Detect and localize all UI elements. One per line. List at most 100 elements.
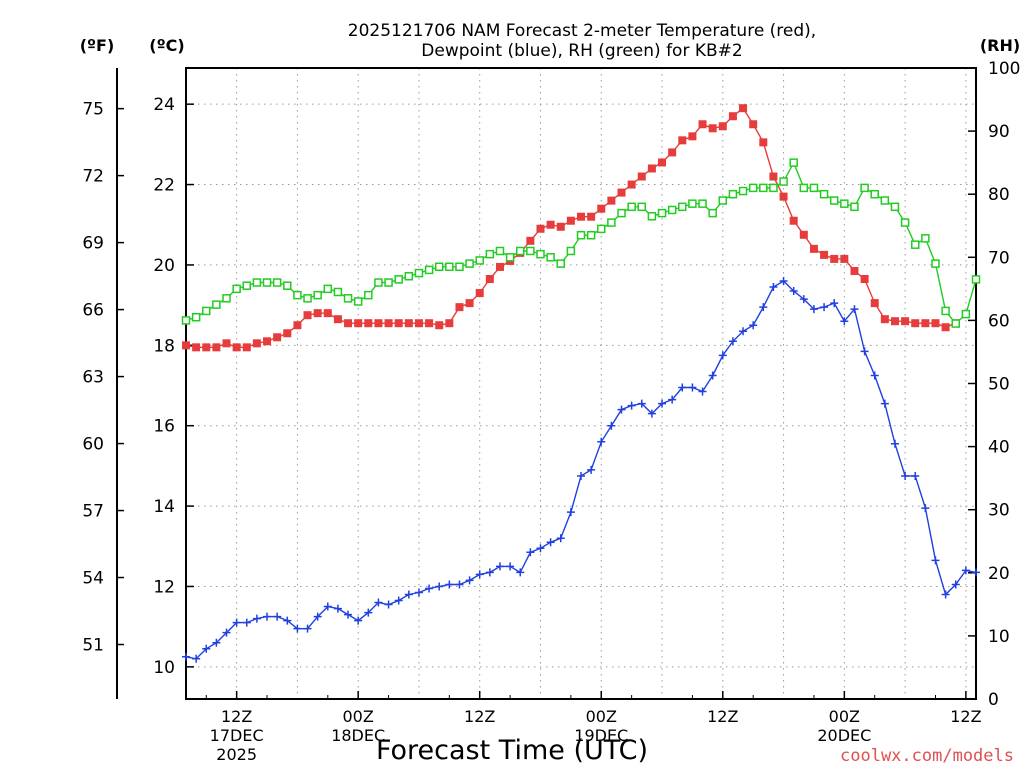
rh-tick-label: 70 bbox=[988, 248, 1010, 268]
rh-point bbox=[333, 287, 343, 297]
temperature-point bbox=[404, 319, 413, 328]
rh-point bbox=[597, 224, 606, 234]
temperature-point bbox=[566, 216, 575, 225]
series-line-dewpoint bbox=[185, 280, 977, 660]
dewpoint-point bbox=[901, 471, 910, 480]
rh-point bbox=[212, 300, 221, 309]
series-dewpoint bbox=[182, 277, 980, 663]
dewpoint-point bbox=[860, 347, 869, 356]
rh-point bbox=[678, 202, 687, 212]
dewpoint-point bbox=[182, 652, 190, 661]
rh-point bbox=[900, 218, 910, 227]
temperature-point bbox=[587, 212, 596, 221]
x-tick-year: 2025 bbox=[216, 745, 257, 764]
celsius-axis: 10 12 14 16 18 20 22 24 bbox=[153, 95, 194, 678]
rh-point bbox=[931, 259, 940, 268]
dewpoint-point bbox=[799, 295, 808, 304]
dewpoint-point bbox=[425, 584, 434, 593]
dewpoint-point bbox=[445, 580, 454, 589]
rh-point bbox=[829, 196, 839, 205]
rh-point bbox=[384, 278, 393, 287]
dewpoint-point bbox=[627, 401, 636, 410]
temperature-point bbox=[789, 216, 798, 225]
dewpoint-point bbox=[222, 628, 231, 637]
dewpoint-point bbox=[647, 409, 656, 418]
rh-point bbox=[637, 202, 647, 212]
rh-point bbox=[698, 199, 707, 208]
rh-point bbox=[870, 189, 879, 199]
x-tick-date: 20DEC bbox=[817, 726, 871, 745]
dewpoint-point bbox=[212, 638, 221, 647]
dewpoint-point bbox=[739, 327, 748, 336]
temperature-point bbox=[344, 319, 353, 328]
temperature-point bbox=[374, 319, 383, 328]
temperature-point bbox=[880, 315, 889, 324]
dewpoint-point bbox=[536, 544, 545, 553]
chart-title-line2: Dewpoint (blue), RH (green) for KB#2 bbox=[421, 41, 742, 61]
rh-point bbox=[536, 249, 545, 259]
temperature-point bbox=[840, 254, 849, 263]
rh-tick-label: 10 bbox=[988, 627, 1010, 647]
rh-point bbox=[191, 312, 201, 322]
dewpoint-point bbox=[779, 277, 788, 286]
rh-point bbox=[526, 246, 535, 256]
rh-point bbox=[242, 281, 252, 290]
rh-axis: 0 10 20 30 40 50 60 70 80 90 100 bbox=[968, 59, 1020, 710]
x-tick-label: 12Z bbox=[707, 707, 738, 726]
chart-title-line1: 2025121706 NAM Forecast 2-meter Temperat… bbox=[348, 21, 816, 41]
rh-tick-label: 30 bbox=[988, 501, 1010, 521]
dewpoint-point bbox=[252, 614, 261, 623]
temperature-point bbox=[475, 289, 484, 298]
temperature-point bbox=[799, 230, 808, 239]
dewpoint-point bbox=[364, 608, 373, 617]
dewpoint-point bbox=[880, 399, 889, 408]
temperature-point bbox=[577, 212, 585, 221]
temperature-point bbox=[414, 319, 423, 328]
unit-f-label: (ºF) bbox=[80, 36, 115, 55]
rh-point bbox=[515, 246, 525, 256]
rh-tick-label: 100 bbox=[988, 59, 1020, 79]
temperature-point bbox=[425, 319, 434, 328]
dewpoint-point bbox=[344, 610, 353, 619]
c-tick-label: 24 bbox=[153, 95, 175, 115]
rh-point bbox=[860, 183, 869, 193]
f-tick-label: 60 bbox=[82, 435, 104, 455]
dewpoint-point bbox=[283, 616, 292, 625]
rh-point bbox=[556, 259, 565, 268]
temperature-point bbox=[526, 236, 535, 245]
f-tick-label: 75 bbox=[82, 100, 104, 120]
dewpoint-point bbox=[435, 582, 444, 591]
rh-point bbox=[961, 309, 971, 319]
temperature-point bbox=[749, 120, 758, 129]
series-temperature bbox=[182, 104, 960, 352]
x-axis-label: Forecast Time (UTC) bbox=[376, 735, 648, 766]
rh-point bbox=[323, 284, 333, 294]
dewpoint-point bbox=[293, 624, 302, 633]
dewpoint-point bbox=[485, 568, 494, 577]
dewpoint-point bbox=[769, 283, 778, 292]
rh-point bbox=[353, 297, 363, 306]
rh-point bbox=[708, 208, 717, 218]
dewpoint-point bbox=[374, 598, 383, 607]
rh-point bbox=[759, 183, 768, 193]
rh-point bbox=[252, 278, 262, 287]
temperature-point bbox=[313, 309, 322, 318]
rh-tick-label: 90 bbox=[988, 122, 1010, 142]
temperature-point bbox=[293, 321, 302, 330]
dewpoint-point bbox=[951, 580, 960, 589]
rh-point bbox=[576, 230, 586, 240]
dewpoint-point bbox=[516, 568, 525, 577]
dewpoint-point bbox=[890, 439, 899, 448]
temperature-point bbox=[708, 124, 717, 133]
dewpoint-point bbox=[597, 437, 606, 446]
temperature-point bbox=[465, 299, 474, 308]
c-tick-label: 22 bbox=[153, 176, 175, 196]
temperature-point bbox=[870, 299, 879, 308]
dewpoint-point bbox=[577, 471, 585, 480]
temperature-point bbox=[809, 244, 818, 253]
dewpoint-point bbox=[202, 644, 211, 653]
rh-point bbox=[688, 199, 697, 208]
temperature-point bbox=[354, 319, 363, 328]
temperature-point bbox=[435, 321, 444, 330]
